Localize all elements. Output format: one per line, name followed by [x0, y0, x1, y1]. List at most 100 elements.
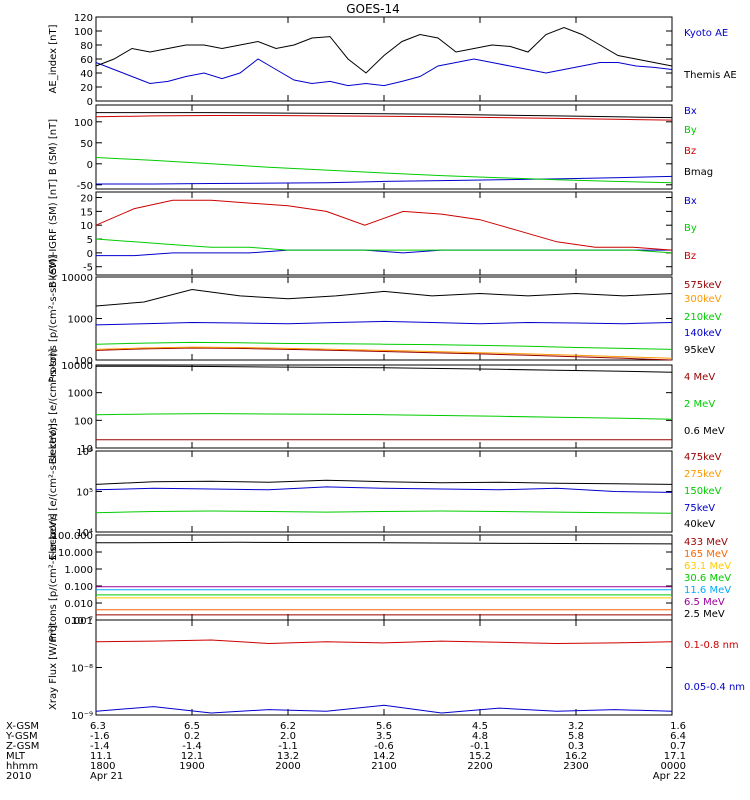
- panel-frame: [95, 191, 673, 276]
- series-line: [95, 341, 673, 350]
- panel-frame: [95, 364, 673, 449]
- legend-entry: 2 MeV: [684, 399, 715, 410]
- series-line: [95, 199, 673, 251]
- time-axis-value: 0.2: [184, 731, 200, 742]
- panel-1: 0 20 40 60 80 100 120 AE_index [nT] Kyoto AE Them…: [48, 13, 737, 108]
- time-axis-value: 2000: [275, 761, 300, 772]
- legend-entry: 210keV: [684, 312, 722, 323]
- row-label: X-GSM: [6, 721, 39, 732]
- y-tick-label: 1.000: [64, 565, 93, 576]
- row-label: hhmm: [6, 761, 38, 772]
- legend-entry: 75keV: [684, 503, 715, 514]
- time-axis-value: 1800: [90, 761, 115, 772]
- legend-entry: Kyoto AE: [684, 28, 728, 39]
- row-label: MLT: [6, 751, 26, 762]
- legend-entry: 0.05-0.4 nm: [684, 682, 745, 693]
- series-line: [95, 58, 673, 87]
- legend-entry: 2.5 MeV: [684, 609, 725, 620]
- y-tick-label: 100: [74, 27, 93, 38]
- legend-entry: 6.5 MeV: [684, 597, 725, 608]
- time-axis-value: -1.6: [90, 731, 110, 742]
- time-axis-value: -1.1: [278, 741, 298, 752]
- time-axis-value: 6.3: [90, 721, 106, 732]
- time-axis-value: -0.6: [374, 741, 394, 752]
- y-axis-label: B (SM)-IGRF (SM) [nT]: [48, 179, 59, 288]
- time-axis-value: 4.8: [472, 731, 488, 742]
- time-axis-value: 2.0: [280, 731, 296, 742]
- time-axis-value: 14.2: [373, 751, 395, 762]
- y-tick-label: 60: [80, 55, 93, 66]
- y-tick-label: 100.000: [52, 531, 93, 542]
- legend-entry: 433 MeV: [684, 537, 728, 548]
- time-axis-value: 0.7: [670, 741, 686, 752]
- time-axis-value: 1.6: [670, 721, 686, 732]
- time-axis-value: 0000: [661, 761, 686, 772]
- row-label: Y-GSM: [5, 731, 38, 742]
- time-axis-value: 13.2: [277, 751, 299, 762]
- y-tick-label: 100: [74, 356, 93, 367]
- y-tick-label: 10000: [61, 361, 93, 372]
- time-axis-table: X-GSMY-GSMZ-GSMMLThhmm20106.3-1.6-1.411.…: [5, 721, 686, 782]
- legend-entry: 63.1 MeV: [684, 561, 731, 572]
- y-tick-label: 10⁻⁹: [71, 711, 93, 722]
- panel-frame: [95, 619, 673, 716]
- time-axis-value: 5.8: [568, 731, 584, 742]
- series-line: [96, 175, 673, 185]
- time-axis-value: 2300: [563, 761, 588, 772]
- y-tick-label: 10⁴: [76, 528, 93, 539]
- legend-entry: 165 MeV: [684, 549, 728, 560]
- time-axis-value: 5.6: [376, 721, 392, 732]
- legend-entry: Bx: [684, 196, 697, 207]
- series-line: [95, 238, 673, 254]
- legend-entry: 0.1-0.8 nm: [684, 640, 739, 651]
- series-line: [95, 320, 673, 326]
- row-label: 2010: [6, 771, 31, 782]
- legend-entry: 475keV: [684, 452, 722, 463]
- time-axis-value: 3.5: [376, 731, 392, 742]
- y-axis-label: Electrons [e/(cm²-s-sr)]: [48, 349, 59, 465]
- legend-entry: 275keV: [684, 469, 722, 480]
- series-line: [95, 26, 673, 74]
- y-tick-label: 100: [74, 416, 93, 427]
- y-tick-label: 50: [80, 139, 93, 150]
- time-axis-value: 6.2: [280, 721, 296, 732]
- y-tick-label: 40: [80, 69, 93, 80]
- y-tick-label: -50: [77, 181, 93, 192]
- panel-frame: [95, 450, 673, 533]
- time-axis-value: 0.3: [568, 741, 584, 752]
- time-axis-value: 11.1: [90, 751, 112, 762]
- y-tick-label: 1000: [68, 315, 93, 326]
- y-tick-label: 0: [87, 97, 93, 108]
- legend-entry: 11.6 MeV: [684, 585, 731, 596]
- series-line: [95, 157, 673, 184]
- legend-entry: 4 MeV: [684, 372, 715, 383]
- time-axis-value: 6.4: [670, 731, 686, 742]
- y-tick-label: 10⁻⁷: [71, 616, 93, 627]
- y-axis-label: Protons [p/(cm²-s-sr-keV)]: [48, 513, 59, 641]
- legend-entry: 95keV: [684, 345, 715, 356]
- legend-entry: Bz: [684, 146, 696, 157]
- y-tick-label: 1000: [68, 389, 93, 400]
- y-axis-label: AE_index [nT]: [48, 24, 59, 93]
- legend-entry: 575keV: [684, 280, 722, 291]
- panel-frame: [95, 104, 673, 190]
- time-axis-value: 2100: [371, 761, 396, 772]
- y-tick-label: 100: [74, 118, 93, 129]
- legend-entry: 40keV: [684, 519, 715, 530]
- y-tick-label: 10: [80, 221, 93, 232]
- series-line: [95, 115, 673, 121]
- legend-entry: Themis AE: [683, 70, 737, 81]
- y-tick-label: 10⁻⁸: [71, 664, 93, 675]
- time-axis-value: 6.5: [184, 721, 200, 732]
- legend-entry: 140keV: [684, 328, 722, 339]
- series-line: [95, 346, 673, 359]
- series-line: [95, 639, 673, 645]
- time-axis-value: 3.2: [568, 721, 584, 732]
- panel-7: 0.001 0.010 0.100 1.000 10.000 100.000Protons…: [48, 513, 731, 641]
- y-tick-label: 15: [80, 207, 93, 218]
- panel-6: 10⁴ 10⁵ 10⁶ Electrons [e/(cm²-s-sr-keV)] 475…: [48, 423, 722, 560]
- series-line: [95, 486, 673, 493]
- series-line: [95, 541, 673, 545]
